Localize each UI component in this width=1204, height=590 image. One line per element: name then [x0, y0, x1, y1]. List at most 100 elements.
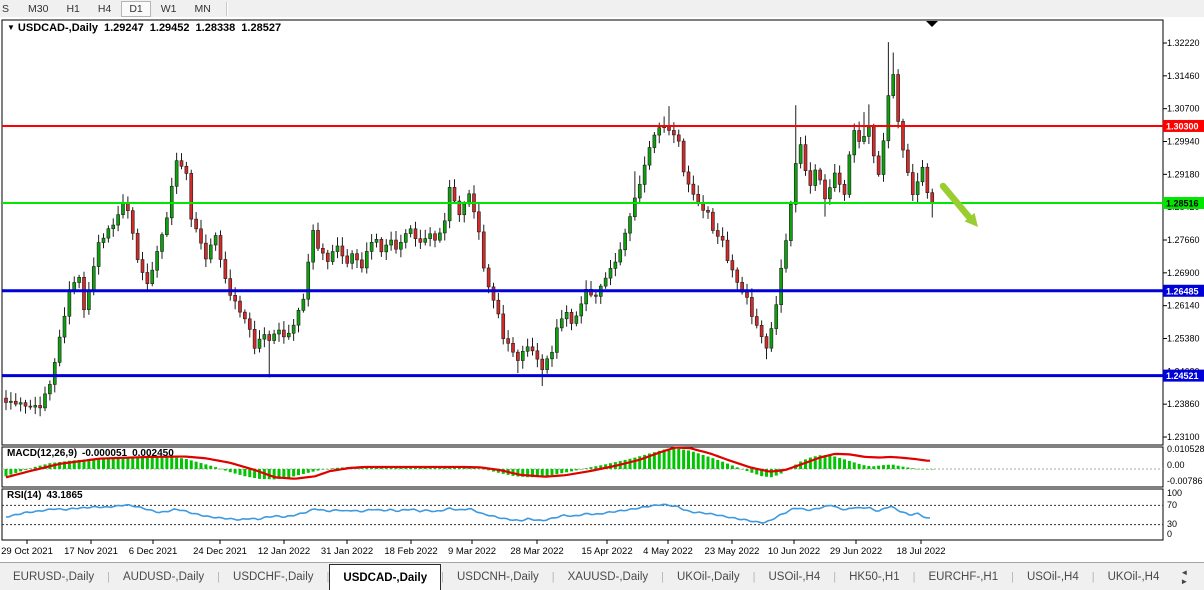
price-tick-label: 1.23860 — [1167, 399, 1200, 409]
timeframe-button-h1[interactable]: H1 — [66, 2, 80, 15]
chart-title: ▼ USDCAD-,Daily 1.29247 1.29452 1.28338 1.285… — [7, 22, 281, 34]
chart-tab-bar: EURUSD-,Daily | AUDUSD-,Daily | USDCHF-,Dail… — [0, 562, 1204, 590]
candle-body — [808, 170, 813, 186]
candle-body — [438, 232, 442, 241]
time-tick-label: 29 Jun 2022 — [830, 546, 882, 557]
macd-histogram-bar — [526, 469, 530, 478]
macd-histogram-bar — [282, 469, 286, 479]
macd-histogram-bar — [106, 457, 110, 469]
macd-histogram-bar — [170, 457, 174, 469]
ohlc-high: 1.29452 — [149, 22, 190, 34]
chart-tab-eurchf-h1[interactable]: EURCHF-,H1 — [928, 570, 999, 583]
rsi-indicator-label: RSI(14) 43.1865 — [7, 490, 83, 501]
timeframe-button-mn[interactable]: MN — [194, 2, 211, 15]
macd-histogram-bar — [77, 459, 81, 469]
chart-tab-xauusd-daily[interactable]: XAUUSD-,Daily — [567, 570, 649, 583]
candle-body — [681, 140, 686, 173]
macd-histogram-bar — [906, 467, 910, 469]
candle-body — [633, 197, 637, 217]
candle-body — [4, 397, 8, 403]
candle-body — [711, 211, 715, 231]
macd-histogram-bar — [862, 465, 866, 469]
tab-scroll-arrows[interactable]: ◄ ► — [1180, 567, 1193, 586]
macd-histogram-bar — [882, 465, 885, 469]
candle-body — [789, 203, 793, 241]
candle-body — [252, 329, 257, 349]
candle-body — [82, 277, 86, 310]
time-tick-label: 31 Jan 2022 — [321, 546, 373, 557]
macd-axis-label: -0.00786 — [1167, 476, 1203, 486]
candle-body — [774, 304, 779, 329]
macd-histogram-bar — [911, 468, 915, 469]
main-chart-panel[interactable] — [1, 19, 1164, 446]
candle-body — [881, 140, 886, 175]
ohlc-close: 1.28527 — [241, 22, 282, 34]
candle-body — [720, 235, 725, 241]
tab-separator: | — [752, 570, 756, 583]
chart-tab-usoil-h4[interactable]: USOil-,H4 — [768, 570, 821, 583]
symbol-dropdown-arrow-icon[interactable]: ▼ — [7, 23, 15, 32]
level-price-badge — [1163, 369, 1204, 382]
price-tick-label: 1.23100 — [1167, 432, 1200, 442]
macd-histogram-bar — [24, 469, 27, 470]
timeframe-button-w1[interactable]: W1 — [160, 2, 177, 15]
chart-tab-eurusd-daily[interactable]: EURUSD-,Daily — [13, 570, 95, 583]
time-axis[interactable]: 29 Oct 2021 17 Nov 2021 6 Dec 2021 24 Dec 2… — [1, 540, 946, 558]
candle-body — [394, 239, 398, 250]
candle-body — [803, 144, 808, 171]
macd-histogram-bar — [180, 458, 183, 469]
timeframe-button-h4[interactable]: H4 — [97, 2, 112, 15]
macd-histogram-bar — [316, 469, 320, 471]
rsi-name: RSI(14) — [7, 490, 42, 501]
time-tick-label: 10 Jun 2022 — [768, 546, 820, 557]
candle-body — [525, 346, 530, 352]
candle-body — [38, 405, 42, 409]
chart-tab-audusd-daily[interactable]: AUDUSD-,Daily — [123, 570, 205, 583]
candle-body — [750, 297, 754, 317]
candle-body — [730, 260, 735, 271]
chart-tab-hk50-h1[interactable]: HK50-,H1 — [849, 570, 900, 583]
macd-histogram-bar — [896, 465, 900, 469]
chart-tab-usoil-h4[interactable]: USOil-,H4 — [1026, 570, 1079, 583]
chart-canvas[interactable]: 1.322201.314601.307001.299401.291801.284… — [0, 17, 1204, 562]
tab-separator: | — [833, 570, 837, 583]
down-arrow-annotation[interactable] — [939, 182, 973, 221]
macd-histogram-bar — [667, 448, 671, 469]
timeframe-button-d1[interactable]: D1 — [121, 0, 151, 17]
candle-body — [355, 253, 359, 261]
macd-histogram-bar — [126, 457, 130, 469]
macd-histogram-bar — [560, 469, 564, 474]
macd-histogram-bar — [843, 459, 846, 469]
candle-body — [52, 362, 57, 385]
macd-histogram-bar — [550, 469, 554, 476]
price-tick-label: 1.29940 — [1167, 137, 1200, 147]
level-price-label: 1.26485 — [1166, 286, 1199, 296]
candle-body — [813, 169, 818, 186]
candle-body — [623, 232, 627, 251]
timeframe-button-s[interactable]: S — [2, 2, 10, 15]
candle-body — [106, 228, 111, 239]
candle-body — [413, 228, 418, 239]
candle-body — [91, 266, 96, 291]
candles-series — [4, 42, 935, 417]
level-price-badge — [1163, 284, 1204, 297]
rsi-axis-label: 100 — [1167, 488, 1182, 498]
rsi-value: 43.1865 — [46, 490, 83, 501]
candle-body — [43, 393, 47, 409]
candle-body — [418, 238, 423, 243]
candle-body — [618, 249, 623, 263]
down-arrow-head-icon[interactable] — [964, 212, 978, 227]
macd-histogram-bar — [214, 467, 218, 469]
candle-body — [832, 172, 837, 188]
macd-histogram-bar — [916, 468, 920, 470]
chart-tab-ukoil-daily[interactable]: UKOil-,Daily — [676, 570, 740, 583]
macd-histogram-bar — [67, 460, 71, 469]
candle-body — [759, 325, 764, 337]
chart-tab-usdcnh-daily[interactable]: USDCNH-,Daily — [456, 570, 539, 583]
candle-body — [501, 313, 506, 339]
timeframe-button-m30[interactable]: M30 — [28, 2, 49, 15]
chart-tab-ukoil-h4[interactable]: UKOil-,H4 — [1107, 570, 1160, 583]
macd-histogram-bar — [472, 467, 476, 469]
chart-tab-usdcad-daily[interactable]: USDCAD-,Daily — [329, 564, 442, 590]
chart-tab-usdchf-daily[interactable]: USDCHF-,Daily — [233, 570, 314, 583]
